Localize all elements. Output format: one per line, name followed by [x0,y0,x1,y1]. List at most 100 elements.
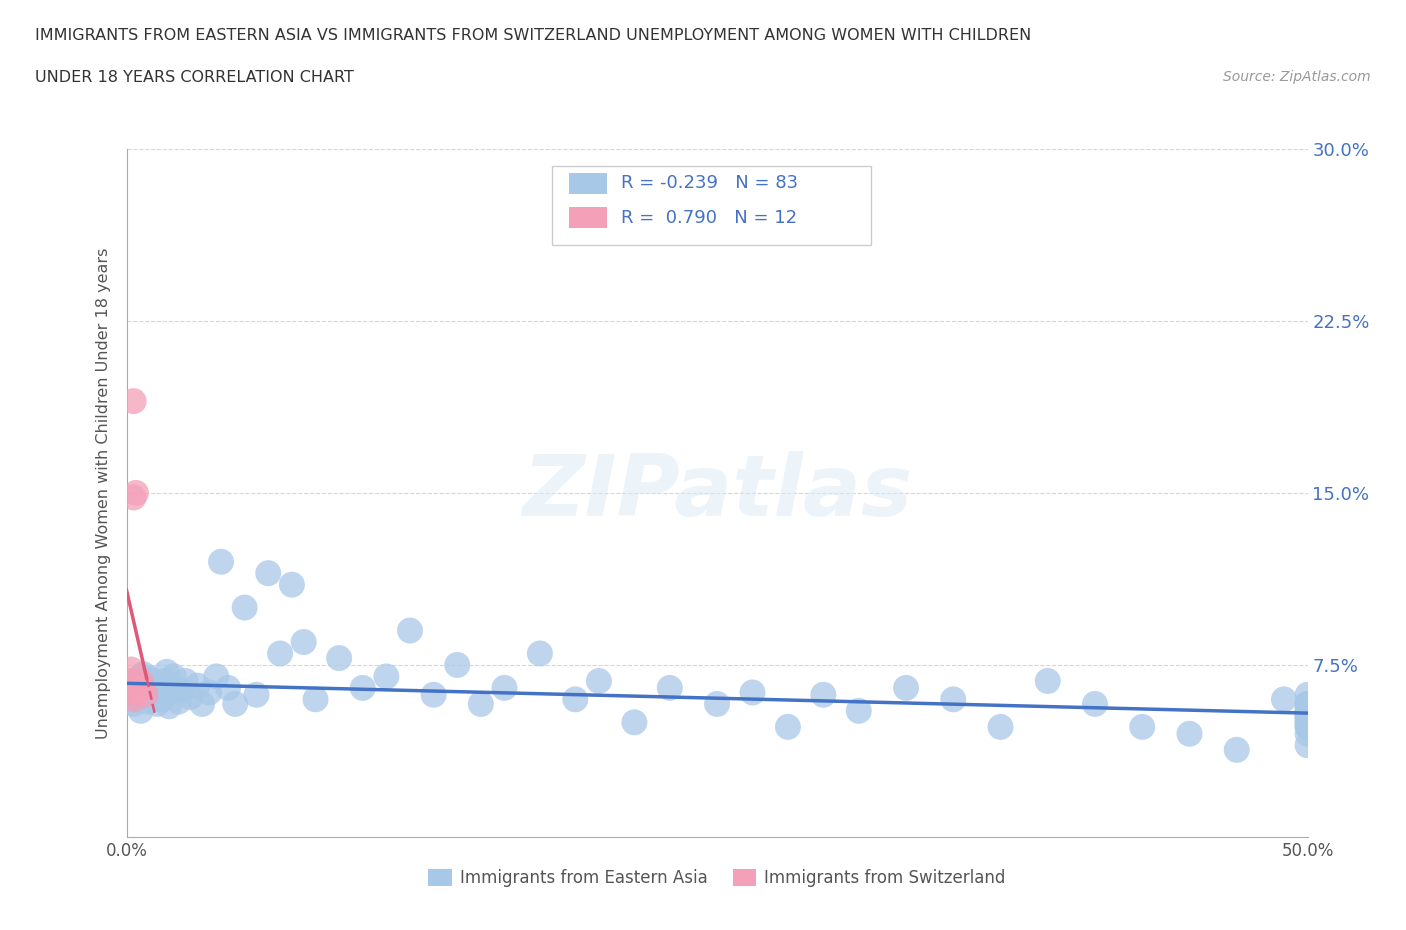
Point [136,694,159,709]
Point [813,687,835,702]
Point [422,687,444,702]
Point [776,720,799,735]
Point [1130,720,1153,735]
Y-axis label: Unemployment Among Women with Children Under 18 years: Unemployment Among Women with Children U… [96,247,111,738]
Text: IMMIGRANTS FROM EASTERN ASIA VS IMMIGRANTS FROM SWITZERLAND UNEMPLOYMENT AMONG W: IMMIGRANTS FROM EASTERN ASIA VS IMMIGRAN… [35,28,1032,43]
Point [292,634,315,649]
Point [127,673,149,688]
Point [741,685,763,700]
Point [328,651,350,666]
Point [245,687,267,702]
Point [174,673,197,688]
Point [120,662,142,677]
Point [1296,701,1319,716]
Point [1296,711,1319,725]
Point [1296,703,1319,718]
FancyBboxPatch shape [551,166,870,246]
Point [1296,726,1319,741]
Point [139,683,162,698]
Text: UNDER 18 YEARS CORRELATION CHART: UNDER 18 YEARS CORRELATION CHART [35,70,354,85]
Point [132,667,155,682]
Point [706,697,728,711]
Point [1296,708,1319,723]
Point [118,685,141,700]
Point [564,692,586,707]
Point [1178,726,1201,741]
Point [170,683,193,698]
Point [269,646,291,661]
Text: R =  0.790   N = 12: R = 0.790 N = 12 [621,208,797,227]
Point [1296,703,1319,718]
Point [127,692,149,707]
Point [149,685,172,700]
Point [1296,697,1319,711]
Point [1296,720,1319,735]
Point [1296,715,1319,730]
Point [209,554,232,569]
Point [120,681,142,696]
Point [125,687,148,702]
Point [1296,737,1319,752]
Point [281,578,304,592]
Point [143,676,166,691]
Point [198,685,221,700]
Point [1296,720,1319,735]
Point [1272,692,1295,707]
Point [129,673,152,688]
Point [848,703,870,718]
Point [132,681,155,696]
Point [134,678,156,693]
Point [1296,711,1319,725]
Point [1296,715,1319,730]
Point [163,669,186,684]
Point [304,692,326,707]
Point [122,697,145,711]
Point [205,669,228,684]
Point [134,687,156,702]
Text: Source: ZipAtlas.com: Source: ZipAtlas.com [1223,70,1371,84]
Point [233,600,256,615]
Point [470,697,492,711]
Point [494,681,516,696]
Point [141,690,163,705]
Text: R = -0.239   N = 83: R = -0.239 N = 83 [621,174,799,193]
Point [658,681,681,696]
Legend: Immigrants from Eastern Asia, Immigrants from Switzerland: Immigrants from Eastern Asia, Immigrants… [422,862,1012,894]
Point [127,681,149,696]
Point [160,681,183,696]
Point [132,685,155,700]
Point [122,692,145,707]
Point [146,697,169,711]
Text: ZIPatlas: ZIPatlas [522,451,912,535]
Point [942,692,965,707]
Point [120,673,142,688]
Point [224,697,246,711]
Point [623,715,645,730]
Point [990,720,1012,735]
Point [257,565,280,580]
Point [588,673,610,688]
Point [352,681,374,696]
Point [1036,673,1059,688]
Point [1226,742,1249,757]
Point [191,697,214,711]
Point [375,669,398,684]
Point [446,658,468,672]
Point [179,690,201,705]
FancyBboxPatch shape [569,173,607,193]
Point [125,685,148,700]
Point [217,681,239,696]
Point [150,692,173,707]
Point [1296,687,1319,702]
Point [156,664,179,679]
Point [1084,697,1107,711]
Point [129,669,152,684]
Point [167,694,190,709]
Point [157,698,180,713]
Point [399,623,422,638]
FancyBboxPatch shape [569,207,607,228]
Point [125,485,148,500]
Point [894,681,917,696]
Point [129,703,152,718]
Point [1296,697,1319,711]
